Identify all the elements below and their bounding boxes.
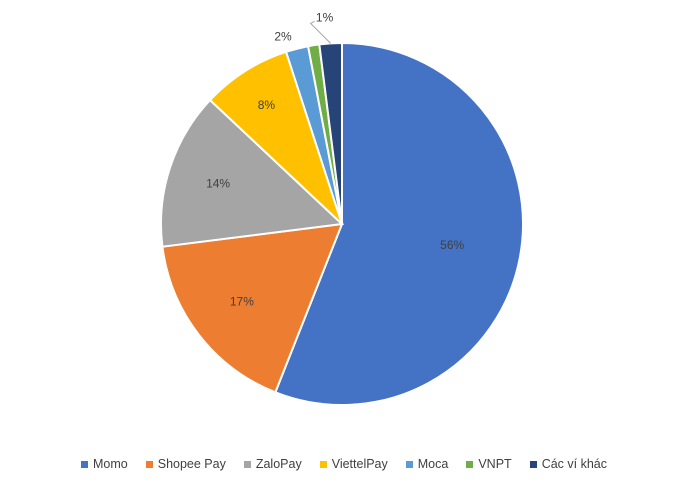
legend-item: Momo — [81, 457, 128, 471]
slice-label-6: 1% — [316, 10, 334, 24]
legend-swatch — [243, 460, 251, 468]
legend-swatch — [405, 460, 413, 468]
legend-item: Shopee Pay — [145, 457, 226, 471]
legend-item: ZaloPay — [243, 457, 302, 471]
pie-chart-canvas: 56% 17% 14% 8% 2% 1% — [160, 10, 524, 406]
legend-item: VNPT — [466, 457, 512, 471]
legend-swatch — [466, 460, 474, 468]
legend-label: Momo — [93, 457, 128, 471]
legend-swatch — [145, 460, 153, 468]
slice-label-2: 14% — [206, 177, 230, 191]
legend-item: Moca — [405, 457, 449, 471]
legend-label: ViettelPay — [331, 457, 388, 471]
legend-swatch — [319, 460, 327, 468]
legend-swatch — [529, 460, 537, 468]
legend-item: ViettelPay — [319, 457, 388, 471]
legend-swatch — [81, 460, 88, 468]
slice-label-3: 8% — [258, 98, 276, 112]
slice-label-4: 2% — [274, 30, 292, 44]
chart-legend: Momo Shopee Pay ZaloPay ViettelPay Moca VNPT C… — [0, 457, 688, 471]
slice-label-0: 56% — [440, 238, 464, 252]
pie-slice-zalopay — [160, 98, 345, 248]
legend-label: VNPT — [478, 457, 512, 471]
legend-label: Các ví khác — [541, 457, 607, 471]
legend-label: ZaloPay — [255, 457, 302, 471]
leader-line — [309, 20, 331, 44]
pie-slice-viettelpay — [208, 50, 343, 225]
legend-label: Shopee Pay — [157, 457, 226, 471]
slice-label-1: 17% — [230, 295, 254, 309]
pie-slice-các-ví-khác — [318, 41, 343, 225]
pie-slice-shopee-pay — [161, 222, 344, 394]
legend-label: Moca — [417, 457, 449, 471]
pie-slice-momo — [274, 41, 524, 406]
legend-item: Các ví khác — [529, 457, 607, 471]
